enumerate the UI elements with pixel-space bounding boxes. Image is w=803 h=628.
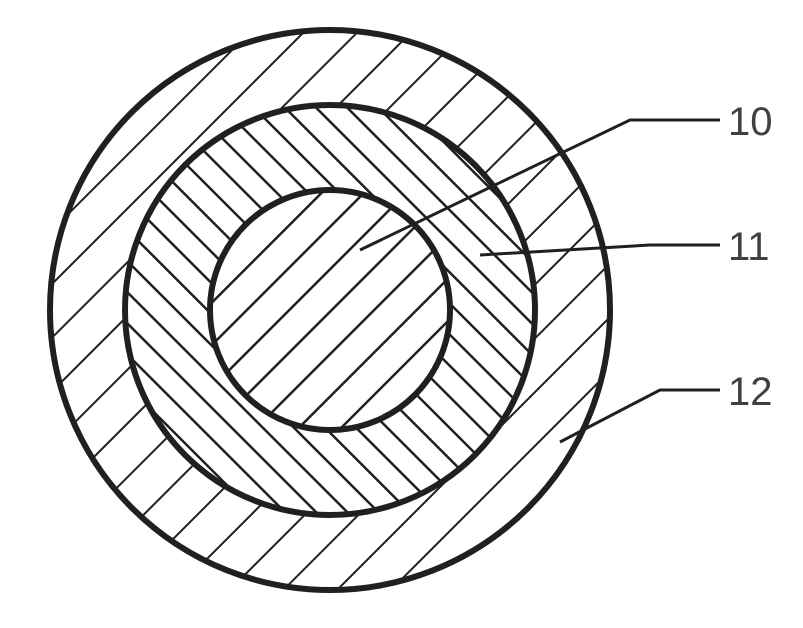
cross-section-diagram: 12 11 10: [0, 0, 803, 628]
layers: [50, 30, 610, 590]
label-middle: 11: [728, 225, 770, 269]
layer-core: [210, 190, 450, 430]
label-core: 10: [728, 100, 773, 144]
label-outer: 12: [728, 370, 773, 414]
